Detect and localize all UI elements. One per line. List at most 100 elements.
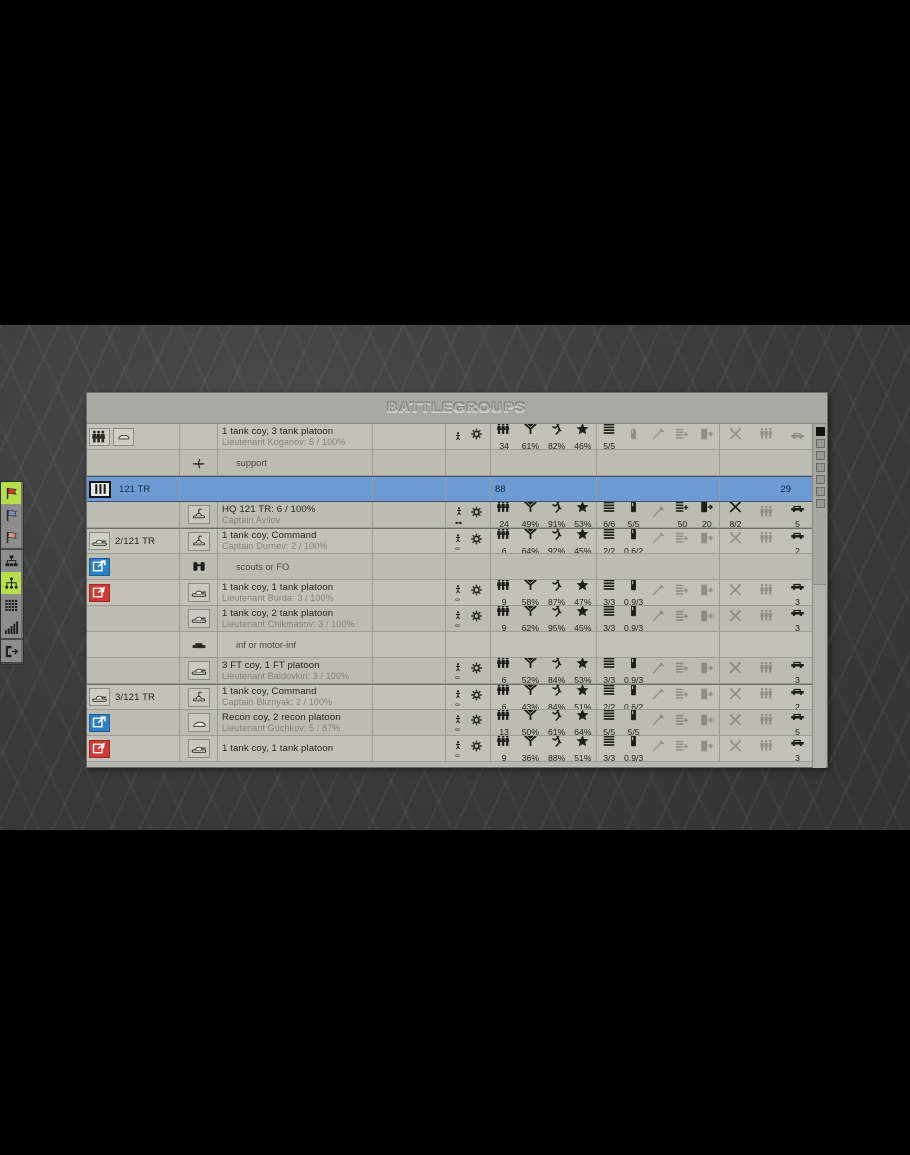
vertical-scrollbar[interactable] xyxy=(812,424,827,768)
unit-supply-cell: 2/2 0.6/2 xyxy=(597,685,720,709)
supply-value: 0.6/2 xyxy=(624,545,644,553)
table-row[interactable]: 1 tank coy, 1 tank platoon 9 36% 88% 51% 3/3 0… xyxy=(87,736,813,762)
scrollbar-segment[interactable] xyxy=(815,451,825,460)
recon-car-icon[interactable] xyxy=(187,713,210,732)
gear-icon[interactable] xyxy=(470,739,483,758)
flag-blue-icon[interactable] xyxy=(1,504,21,526)
infantry-state-icon[interactable] xyxy=(453,738,463,759)
command-tank-icon[interactable] xyxy=(187,531,210,551)
infantry-state-icon[interactable] xyxy=(453,712,463,733)
table-row[interactable]: inf or motor-inf xyxy=(87,632,813,658)
gear-icon[interactable] xyxy=(470,661,483,680)
infantry-state-icon[interactable] xyxy=(453,582,463,603)
squad-icon[interactable] xyxy=(89,427,110,446)
misc-men-small xyxy=(751,687,782,707)
supply-value: 0.6/2 xyxy=(624,701,644,709)
men-icon xyxy=(496,606,512,623)
unit-stats-cell: 9 62% 95% 45% xyxy=(491,606,597,631)
command-tank-icon[interactable] xyxy=(187,687,210,707)
table-row[interactable]: 1 tank coy, 2 tank platoon Lieutenant Chi… xyxy=(87,606,813,632)
tools-icon xyxy=(728,427,743,446)
edit-red-icon[interactable] xyxy=(89,739,110,758)
binoculars-icon[interactable] xyxy=(188,557,210,576)
stat-star: 51% xyxy=(570,685,596,709)
gear-icon[interactable] xyxy=(470,427,483,446)
supply-resupply xyxy=(695,427,719,447)
supply-reinforce xyxy=(670,609,694,629)
table-row[interactable]: 3/121 TR 1 tank coy, Command Captain Blizn… xyxy=(87,684,813,710)
spacer-cell xyxy=(373,606,446,631)
org-chart-green-icon[interactable] xyxy=(1,572,21,594)
tank-icon[interactable] xyxy=(187,661,210,680)
supply-value: 6/6 xyxy=(603,519,616,528)
unit-name-cell: 3 FT coy, 1 FT platoon Lieutenant Baldovk… xyxy=(218,658,373,683)
unit-stats-cell: 13 50% 61% 64% xyxy=(491,710,597,735)
gear-icon[interactable] xyxy=(470,583,483,602)
table-row[interactable]: HQ 121 TR: 6 / 100% Captain Avilov 24 49% 91… xyxy=(87,502,813,528)
tank-icon[interactable] xyxy=(89,688,110,706)
flag-red-icon[interactable] xyxy=(1,482,21,504)
car-icon[interactable] xyxy=(113,427,134,446)
unit-stats-cell: 24 49% 91% 53% xyxy=(491,502,597,527)
table-row[interactable]: 3 FT coy, 1 FT platoon Lieutenant Baldovk… xyxy=(87,658,813,684)
table-row[interactable]: scouts or FO xyxy=(87,554,813,580)
gear-icon[interactable] xyxy=(470,532,483,551)
stat-value: 52% xyxy=(521,675,539,684)
exit-icon[interactable] xyxy=(1,640,21,662)
infantry-state-icon[interactable] xyxy=(453,608,463,629)
export-icon[interactable] xyxy=(89,713,110,732)
infantry-state-icon[interactable] xyxy=(453,429,463,444)
scrollbar-segment[interactable] xyxy=(815,439,825,448)
gear-icon[interactable] xyxy=(470,609,483,628)
org-chart-icon[interactable] xyxy=(1,550,21,572)
ammo-bars-icon xyxy=(602,685,616,702)
misc-tools xyxy=(720,687,751,707)
gear-icon[interactable] xyxy=(470,713,483,732)
unit-name-cell: 1 tank coy, Command Captain Durnev: 2 / 1… xyxy=(218,529,373,553)
table-row[interactable]: 2/121 TR 1 tank coy, Command Captain Durne… xyxy=(87,528,813,554)
stat-value: 6 xyxy=(501,701,507,709)
table-row[interactable]: support xyxy=(87,450,813,476)
table-row[interactable]: Recon coy, 2 recon platoon Lieutenant Guc… xyxy=(87,710,813,736)
misc-value: 3 xyxy=(795,753,800,762)
infantry-state-icon[interactable] xyxy=(453,531,463,552)
repair-icon xyxy=(651,583,666,602)
scrollbar-track[interactable] xyxy=(813,584,826,768)
command-tank-icon[interactable] xyxy=(187,505,210,524)
plane-support-icon[interactable] xyxy=(188,453,210,472)
battlegroup-header-row[interactable]: 121 TR 88 29 xyxy=(87,476,813,502)
fuel-can-icon xyxy=(627,736,640,753)
unit-misc-cell: 3 xyxy=(720,606,813,631)
export-icon[interactable] xyxy=(89,557,110,576)
tank-icon[interactable] xyxy=(89,532,110,550)
gear-icon[interactable] xyxy=(470,505,483,524)
flag-orange-icon[interactable] xyxy=(1,526,21,548)
stat-value: 46% xyxy=(574,441,592,450)
table-row[interactable]: 1 tank coy, 1 tank platoon Lieutenant Bur… xyxy=(87,580,813,606)
scrollbar-segment[interactable] xyxy=(815,475,825,484)
tank-icon[interactable] xyxy=(187,739,210,758)
infantry-state-icon[interactable] xyxy=(453,687,463,708)
repair-icon xyxy=(651,531,666,550)
scrollbar-segment[interactable] xyxy=(815,487,825,496)
stat-antitank: 36% xyxy=(517,736,543,761)
unit-state-cell xyxy=(446,658,491,683)
edit-red-icon[interactable] xyxy=(89,583,110,602)
repair-icon xyxy=(651,739,666,758)
grid-table-icon[interactable] xyxy=(1,594,21,616)
scrollbar-segment[interactable] xyxy=(815,427,825,436)
scrollbar-segment[interactable] xyxy=(815,463,825,472)
scrollbar-segment[interactable] xyxy=(815,499,825,508)
infantry-state-icon[interactable] xyxy=(453,504,464,526)
table-row[interactable]: 1 tank coy, 3 tank platoon Lieutenant Kog… xyxy=(87,424,813,450)
men-icon xyxy=(496,685,512,702)
gear-icon[interactable] xyxy=(470,688,483,707)
apc-icon[interactable] xyxy=(188,635,210,654)
supply-value: 20 xyxy=(702,519,712,528)
bar-chart-icon[interactable] xyxy=(1,616,21,638)
tank-icon[interactable] xyxy=(187,583,210,602)
fuel-can-icon xyxy=(627,658,640,675)
tank-icon[interactable] xyxy=(187,609,210,628)
runner-icon xyxy=(549,502,564,519)
infantry-state-icon[interactable] xyxy=(453,660,463,681)
